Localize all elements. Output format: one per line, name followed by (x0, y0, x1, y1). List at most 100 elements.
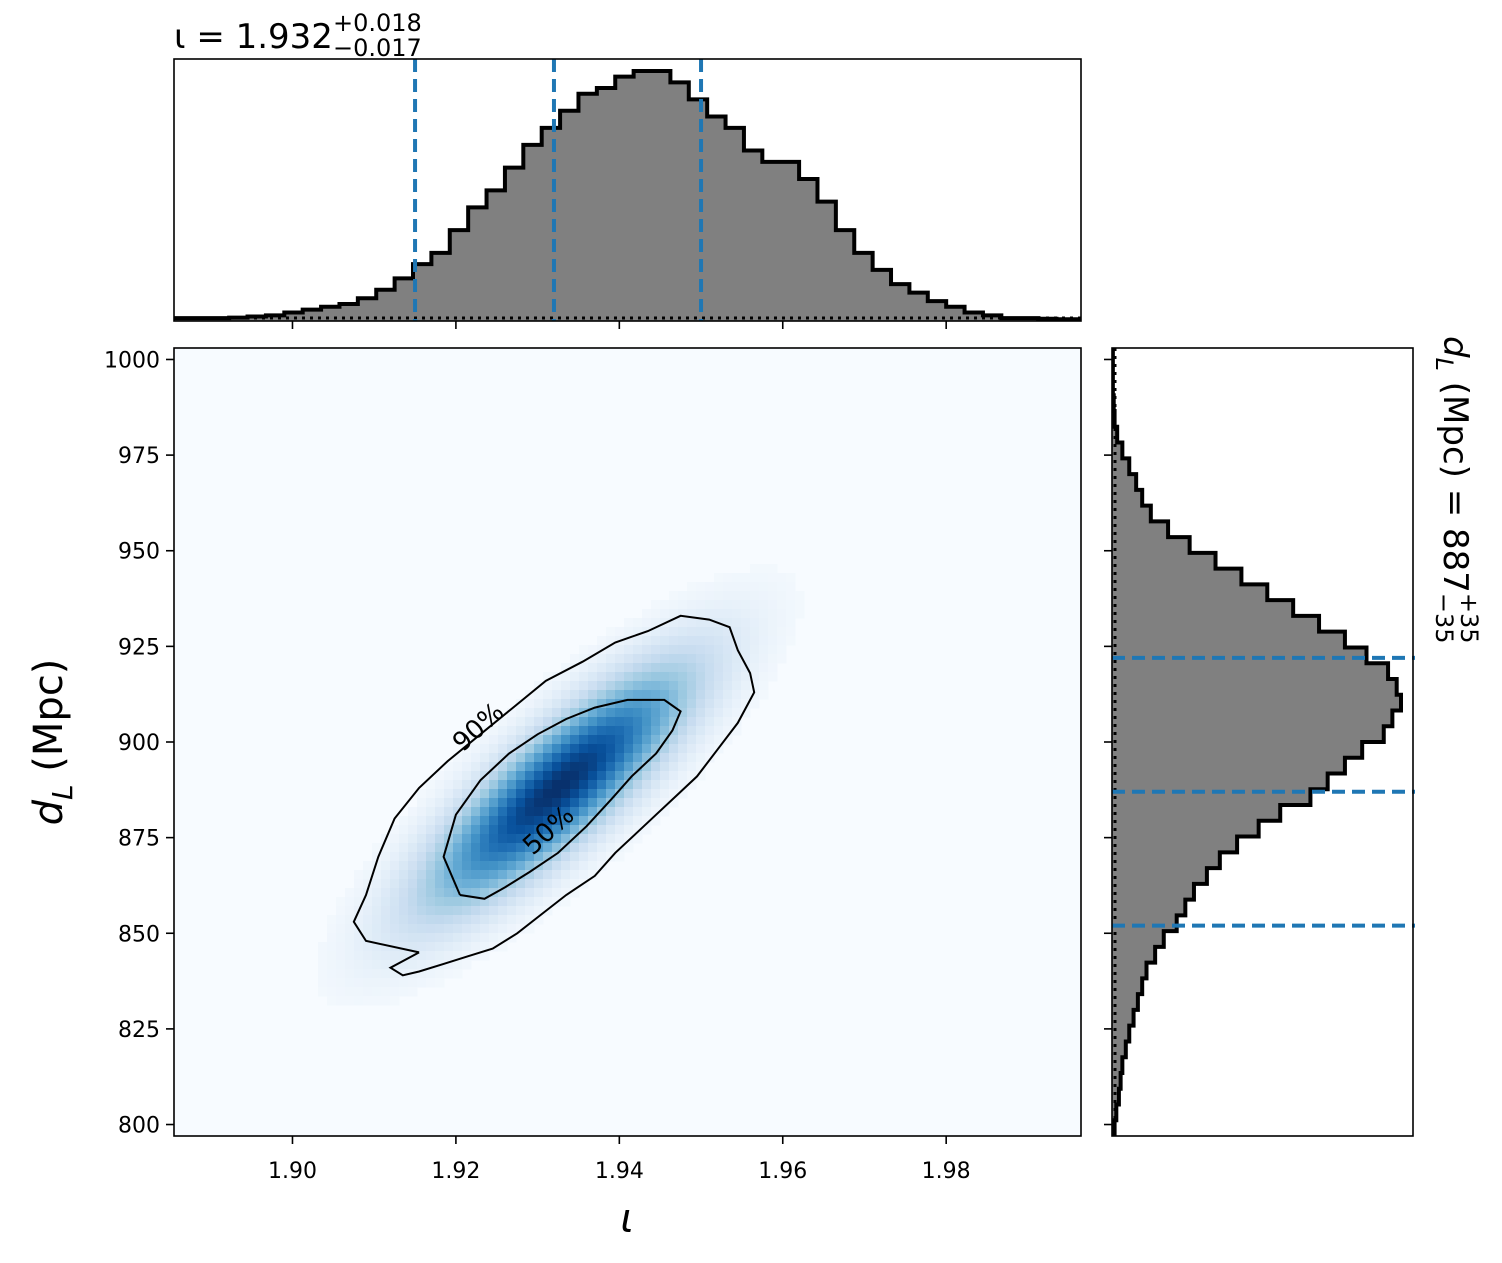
heatmap-cell (390, 852, 400, 862)
heatmap-cell (543, 726, 553, 736)
heatmap-cell (453, 798, 463, 808)
heatmap-cell (471, 735, 481, 745)
y-label-main: d (26, 799, 72, 825)
heatmap-cell (471, 798, 481, 808)
heatmap-cell (543, 906, 553, 916)
heatmap-cell (363, 870, 373, 880)
heatmap-cell (507, 825, 517, 835)
heatmap-cell (714, 591, 724, 601)
heatmap-cell (426, 906, 436, 916)
heatmap-cell (525, 888, 535, 898)
heatmap-cell (624, 717, 634, 727)
heatmap-cell (633, 753, 643, 763)
heatmap-cell (498, 717, 508, 727)
heatmap-cell (471, 879, 481, 889)
heatmap-cell (624, 816, 634, 826)
heatmap-cell (696, 591, 706, 601)
heatmap-cell (354, 942, 364, 952)
heatmap-cell (408, 825, 418, 835)
heatmap-cell (417, 852, 427, 862)
heatmap-cell (750, 591, 760, 601)
heatmap-cell (462, 843, 472, 853)
heatmap-cell (678, 681, 688, 691)
heatmap-cell (660, 726, 670, 736)
heatmap-cell (381, 897, 391, 907)
heatmap-cell (624, 735, 634, 745)
heatmap-cell (363, 933, 373, 943)
heatmap-cell (714, 663, 724, 673)
heatmap-cell (687, 618, 697, 628)
heatmap-cell (381, 888, 391, 898)
heatmap-cell (552, 744, 562, 754)
heatmap-cell (642, 636, 652, 646)
heatmap-cell (660, 780, 670, 790)
y-tick-label: 975 (118, 444, 160, 469)
heatmap-cell (336, 906, 346, 916)
heatmap-cell (435, 807, 445, 817)
heatmap-cell (399, 951, 409, 961)
right-hist-outline (1112, 348, 1403, 1136)
heatmap-cell (444, 969, 454, 979)
heatmap-cell (336, 960, 346, 970)
heatmap-cell (525, 744, 535, 754)
heatmap-cell (705, 591, 715, 601)
heatmap-cell (318, 969, 328, 979)
heatmap-cell (561, 699, 571, 709)
x-tick-label: 1.98 (922, 1159, 971, 1184)
heatmap-cell (669, 627, 679, 637)
heatmap-cell (651, 618, 661, 628)
heatmap-cell (444, 951, 454, 961)
heatmap-cell (444, 843, 454, 853)
heatmap-cell (489, 933, 499, 943)
heatmap-cell (768, 600, 778, 610)
heatmap-cell (624, 843, 634, 853)
heatmap-cell (552, 888, 562, 898)
heatmap-cell (444, 798, 454, 808)
heatmap-cell (543, 888, 553, 898)
heatmap-cell (678, 627, 688, 637)
heatmap-cell (579, 690, 589, 700)
heatmap-cell (399, 843, 409, 853)
heatmap-cell (741, 681, 751, 691)
heatmap-cell (660, 789, 670, 799)
heatmap-cell (633, 780, 643, 790)
heatmap-cell (786, 627, 796, 637)
heatmap-cell (777, 582, 787, 592)
heatmap-cell (660, 753, 670, 763)
heatmap-cell (660, 609, 670, 619)
heatmap-cell (345, 969, 355, 979)
heatmap-cell (552, 780, 562, 790)
heatmap-cell (408, 924, 418, 934)
heatmap-cell (390, 888, 400, 898)
heatmap-cell (498, 888, 508, 898)
heatmap-cell (363, 879, 373, 889)
heatmap-cell (642, 735, 652, 745)
right-title-sub: −35 (1430, 593, 1458, 644)
heatmap-cell (678, 618, 688, 628)
heatmap-cell (516, 798, 526, 808)
heatmap-cell (462, 960, 472, 970)
heatmap-cell (651, 807, 661, 817)
heatmap-cell (741, 636, 751, 646)
heatmap-cell (390, 825, 400, 835)
heatmap-cell (759, 609, 769, 619)
heatmap-cell (615, 789, 625, 799)
heatmap-cell (345, 978, 355, 988)
heatmap-cell (336, 942, 346, 952)
heatmap-cell (435, 879, 445, 889)
heatmap-cell (516, 906, 526, 916)
heatmap-cell (741, 672, 751, 682)
heatmap-cell (435, 969, 445, 979)
heatmap-cell (741, 708, 751, 718)
heatmap-cell (597, 726, 607, 736)
heatmap-cell (516, 807, 526, 817)
heatmap-cell (606, 654, 616, 664)
heatmap-cell (426, 843, 436, 853)
heatmap-cell (489, 843, 499, 853)
heatmap-cell (561, 852, 571, 862)
heatmap-cell (372, 861, 382, 871)
heatmap-cell (777, 609, 787, 619)
heatmap-cell (768, 627, 778, 637)
heatmap-cell (651, 681, 661, 691)
heatmap-cell (696, 726, 706, 736)
